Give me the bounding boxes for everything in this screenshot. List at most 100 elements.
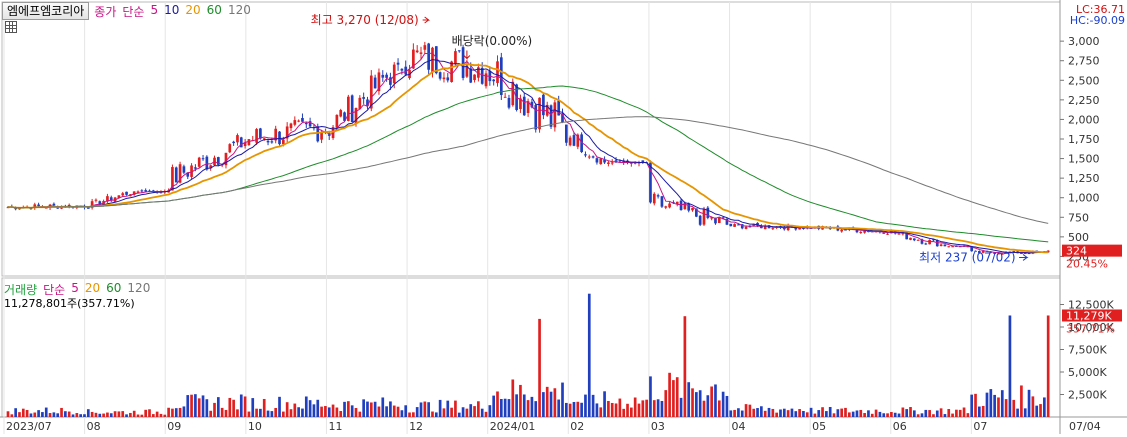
volume-bar <box>431 411 434 417</box>
date-tick-label: 04 <box>732 420 746 433</box>
volume-tick-label: 7,500K <box>1068 344 1107 357</box>
candle-body <box>695 208 698 217</box>
volume-bar <box>228 397 232 417</box>
candle-body <box>549 105 553 127</box>
volume-bar <box>109 413 113 417</box>
candle-body <box>698 215 702 225</box>
volume-bar <box>997 397 1000 417</box>
volume-bar <box>695 392 698 417</box>
volume-bar <box>106 412 109 417</box>
candle-body <box>557 100 561 116</box>
volume-bar <box>121 411 125 417</box>
candle-body <box>675 201 679 205</box>
date-tick-label: 09 <box>167 420 181 433</box>
volume-bar <box>442 408 446 417</box>
volume-bar <box>630 407 633 417</box>
candle-body <box>943 244 947 247</box>
candle-body <box>1023 252 1027 254</box>
price-legend-item-4: 20 <box>185 2 201 17</box>
volume-bar <box>21 408 25 417</box>
volume-bar <box>886 413 889 417</box>
volume-bar <box>591 394 595 417</box>
date-tick-label: 12 <box>409 420 423 433</box>
candle-body <box>771 228 775 230</box>
volume-bar <box>935 410 939 417</box>
volume-bar <box>79 414 82 417</box>
volume-bar <box>465 408 469 417</box>
volume-bar <box>102 413 105 417</box>
volume-bar <box>828 406 832 417</box>
candle-body <box>121 193 125 196</box>
candle-body <box>392 64 396 84</box>
candle-body <box>320 132 323 140</box>
volume-bar <box>75 413 79 417</box>
candle-body <box>52 203 56 206</box>
candle-body <box>576 134 580 147</box>
volume-bar <box>932 414 935 417</box>
volume-bar <box>117 411 121 417</box>
volume-bar <box>859 409 863 417</box>
volume-bar <box>614 403 618 417</box>
volume-bar <box>304 396 308 417</box>
volume-bar <box>534 401 538 417</box>
candle-body <box>389 77 392 85</box>
volume-bar <box>641 400 645 417</box>
ma-10-line <box>7 58 1049 254</box>
date-tick-label: 11 <box>328 420 342 433</box>
candle-body <box>308 121 312 127</box>
volume-bar <box>129 412 132 417</box>
candle-body <box>737 224 740 226</box>
candle-body <box>568 137 572 146</box>
candle-body <box>484 73 488 87</box>
volume-bar <box>266 410 270 417</box>
ma-120-line <box>7 116 1049 224</box>
volume-bar <box>86 409 90 417</box>
volume-bar <box>503 398 507 417</box>
price-tick-label: 3,000 <box>1068 35 1100 48</box>
volume-bar <box>499 399 503 417</box>
candle-body <box>683 202 687 210</box>
candle-body <box>270 141 274 143</box>
volume-bar <box>947 409 951 417</box>
volume-bar <box>645 399 648 417</box>
volume-bar <box>1046 315 1050 417</box>
grid-toggle-icon[interactable] <box>5 21 17 33</box>
volume-bar <box>251 398 255 417</box>
volume-bar <box>396 406 400 417</box>
volume-bar <box>381 397 385 417</box>
volume-bar <box>6 411 10 417</box>
candle-body <box>209 165 213 169</box>
volume-bar <box>450 407 453 417</box>
candle-body <box>247 139 251 146</box>
candle-body <box>243 142 247 147</box>
volume-legend-item-3: 20 <box>84 281 101 295</box>
volume-bar <box>331 404 335 417</box>
date-tick-label: 2023/07 <box>6 420 52 433</box>
volume-legend-item-1: 단순 <box>43 283 66 297</box>
volume-bar <box>683 316 687 417</box>
highest-price-label: 최고 3,270 (12/08) <box>311 13 419 27</box>
price-legend-item-6: 120 <box>227 2 251 17</box>
candle-body <box>1020 253 1023 255</box>
date-tick-label: 10 <box>248 420 262 433</box>
candle-body <box>412 49 415 69</box>
candle-body <box>599 158 603 165</box>
volume-bar <box>434 412 438 417</box>
price-tick-label: 2,000 <box>1068 113 1100 126</box>
volume-bar <box>656 399 660 417</box>
stock-name-button[interactable]: 엠에프엠코리아 <box>2 2 90 20</box>
volume-bar <box>870 413 874 417</box>
candle-body <box>362 97 365 99</box>
volume-bar <box>943 414 947 417</box>
candle-body <box>396 62 400 65</box>
volume-bar <box>847 412 851 417</box>
date-tick-label: 07/04 <box>1069 420 1101 433</box>
volume-bar <box>71 414 75 417</box>
volume-bar <box>821 407 824 417</box>
candle-body <box>278 131 281 145</box>
lc-indicator: LC:36.71 <box>1075 3 1125 16</box>
candle-body <box>304 122 308 125</box>
candle-body <box>450 61 453 82</box>
